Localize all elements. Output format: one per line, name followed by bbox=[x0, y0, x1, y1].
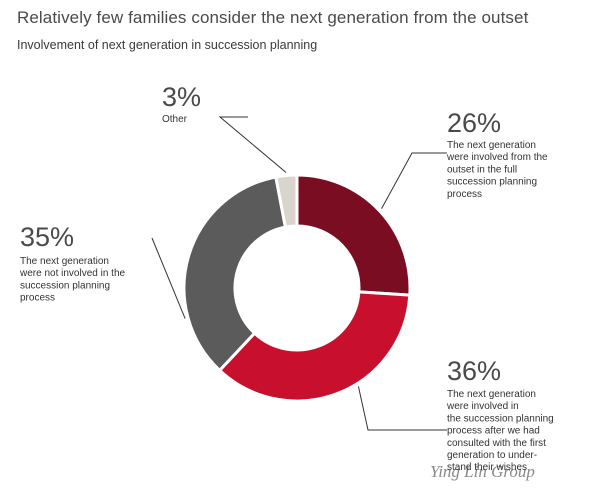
slice-description-line: were involved from the bbox=[446, 152, 548, 163]
slice-percent-label: 3% bbox=[162, 82, 201, 112]
slice-description-line: generation to under- bbox=[447, 450, 537, 461]
slice-description-line: outset in the full bbox=[447, 164, 517, 175]
slice-description-line: succession planning bbox=[20, 280, 110, 291]
slice-description-line: were involved in bbox=[446, 401, 519, 412]
chart-title: Relatively few families consider the nex… bbox=[17, 8, 529, 27]
donut-slice bbox=[217, 290, 412, 403]
slice-description-line: Other bbox=[162, 114, 188, 125]
donut-slice bbox=[295, 173, 412, 297]
leader-line bbox=[218, 116, 287, 173]
slice-description-line: succession planning bbox=[447, 177, 537, 188]
slice-description-line: the succession planning bbox=[447, 413, 554, 424]
slice-description-line: stand their wishes bbox=[447, 462, 527, 473]
leader-line bbox=[357, 386, 447, 431]
donut-slice bbox=[274, 173, 299, 229]
slice-description-line: consulted with the first bbox=[447, 438, 546, 449]
slice-percent-label: 36% bbox=[447, 356, 501, 386]
slice-description-line: process after we had bbox=[447, 426, 540, 437]
leader-line bbox=[151, 237, 186, 319]
slice-description-line: process bbox=[20, 293, 55, 304]
chart-subtitle: Involvement of next generation in succes… bbox=[17, 38, 318, 52]
leader-line bbox=[381, 152, 447, 209]
slice-percent-label: 35% bbox=[20, 222, 74, 252]
slice-percent-label: 26% bbox=[447, 108, 501, 138]
slice-description-line: process bbox=[447, 189, 482, 200]
donut-slice bbox=[182, 175, 288, 373]
slice-description-line: were not involved in the bbox=[19, 268, 126, 279]
watermark: Ying Lin Group bbox=[430, 462, 535, 481]
slice-description-line: The next generation bbox=[447, 140, 536, 151]
slice-description-line: The next generation bbox=[20, 256, 109, 267]
slice-description-line: The next generation bbox=[447, 389, 536, 400]
